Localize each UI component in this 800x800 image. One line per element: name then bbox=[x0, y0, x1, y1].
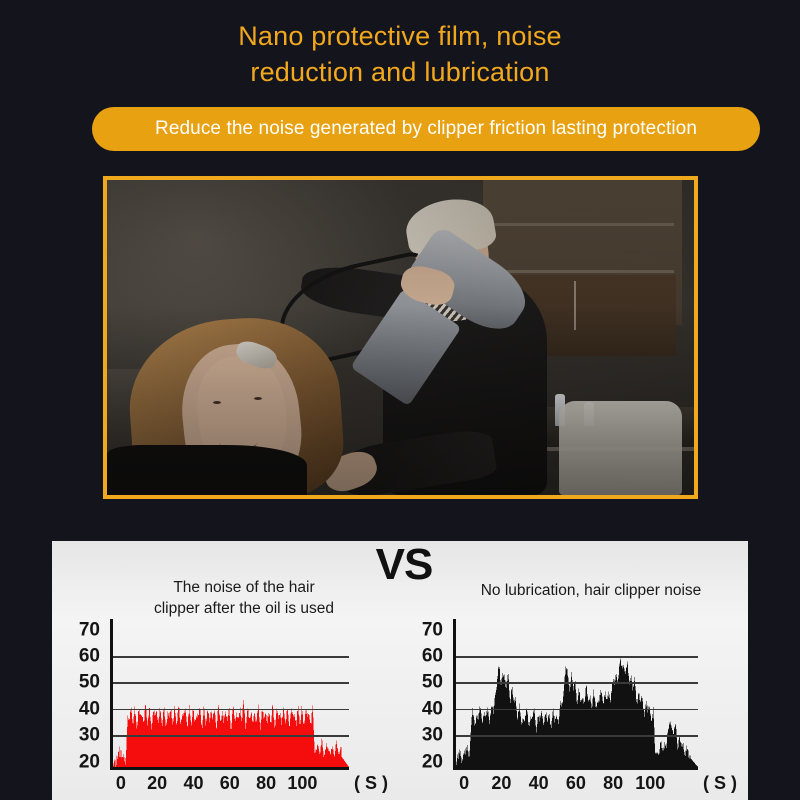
plot-area bbox=[110, 619, 349, 770]
photo-shelf bbox=[490, 223, 675, 227]
gridline bbox=[113, 656, 349, 658]
salon-photo bbox=[107, 180, 694, 495]
waveform-with-oil bbox=[113, 696, 349, 767]
chart-with-oil: The noise of the hair clipper after the … bbox=[62, 577, 392, 793]
x-axis-tick-label: 60 bbox=[565, 773, 586, 793]
photo-client-eye bbox=[253, 397, 262, 401]
x-axis-unit: ( S ) bbox=[703, 773, 737, 793]
gridline bbox=[113, 682, 349, 684]
x-axis-tick-label: 40 bbox=[528, 773, 549, 793]
gridline bbox=[113, 708, 349, 711]
gridline bbox=[456, 656, 698, 658]
x-axis-tick-label: 40 bbox=[183, 773, 204, 793]
promo-banner: Reduce the noise generated by clipper fr… bbox=[92, 107, 760, 151]
x-axis-tick-label: 20 bbox=[147, 773, 168, 793]
x-axis-labels: ( S ) 0 20 40 60 80 100 bbox=[110, 773, 388, 797]
page-title: Nano protective film, noise reduction an… bbox=[238, 21, 562, 87]
x-axis-tick-label: 80 bbox=[256, 773, 277, 793]
y-axis-tick-label: 30 bbox=[78, 724, 100, 746]
y-axis-tick-label: 60 bbox=[421, 645, 443, 667]
photo-vignette bbox=[107, 180, 694, 495]
y-axis-tick-label: 40 bbox=[421, 698, 443, 720]
promo-banner-label: Reduce the noise generated by clipper fr… bbox=[155, 118, 697, 139]
gridline bbox=[456, 682, 698, 684]
y-axis-tick-label: 70 bbox=[78, 619, 100, 641]
photo-client-cape bbox=[107, 444, 307, 495]
y-axis-tick-label: 20 bbox=[78, 751, 100, 773]
gridline bbox=[456, 735, 698, 737]
gridline bbox=[456, 708, 698, 711]
chart-no-lubrication: No lubrication, hair clipper noise 20 30 4… bbox=[405, 577, 741, 793]
photo-shelf bbox=[490, 269, 675, 273]
gridline bbox=[113, 735, 349, 737]
y-axis-tick-label: 40 bbox=[78, 698, 100, 720]
waveform-no-lubrication bbox=[456, 655, 698, 767]
y-axis-tick-label: 50 bbox=[421, 671, 443, 693]
y-axis-tick-label: 20 bbox=[421, 751, 443, 773]
x-axis-tick-label: 60 bbox=[219, 773, 240, 793]
y-axis-tick-label: 60 bbox=[78, 645, 100, 667]
plot-area bbox=[453, 619, 698, 770]
x-axis-tick-label: 100 bbox=[635, 773, 666, 793]
vs-label: VS bbox=[375, 540, 434, 589]
x-axis-labels: ( S ) 0 20 40 60 80 100 bbox=[453, 773, 737, 797]
x-axis-tick-label: 0 bbox=[115, 773, 126, 793]
salon-photo-frame bbox=[103, 176, 698, 499]
x-axis-tick-label: 80 bbox=[603, 773, 624, 793]
y-axis-labels: 20 30 40 50 60 70 bbox=[405, 619, 447, 771]
x-axis-tick-label: 0 bbox=[459, 773, 470, 793]
y-axis-tick-label: 50 bbox=[78, 671, 100, 693]
chart-title: No lubrication, hair clipper noise bbox=[480, 582, 702, 599]
y-axis-tick-label: 30 bbox=[421, 724, 443, 746]
photo-chair bbox=[559, 400, 683, 495]
y-axis-tick-label: 70 bbox=[421, 619, 443, 641]
y-axis-labels: 20 30 40 50 60 70 bbox=[62, 619, 104, 771]
x-axis-tick-label: 20 bbox=[491, 773, 512, 793]
photo-client-eye bbox=[212, 400, 221, 404]
chart-title: The noise of the hair clipper after the … bbox=[153, 579, 335, 617]
x-axis-tick-label: 100 bbox=[287, 773, 318, 793]
x-axis-unit: ( S ) bbox=[354, 773, 388, 793]
